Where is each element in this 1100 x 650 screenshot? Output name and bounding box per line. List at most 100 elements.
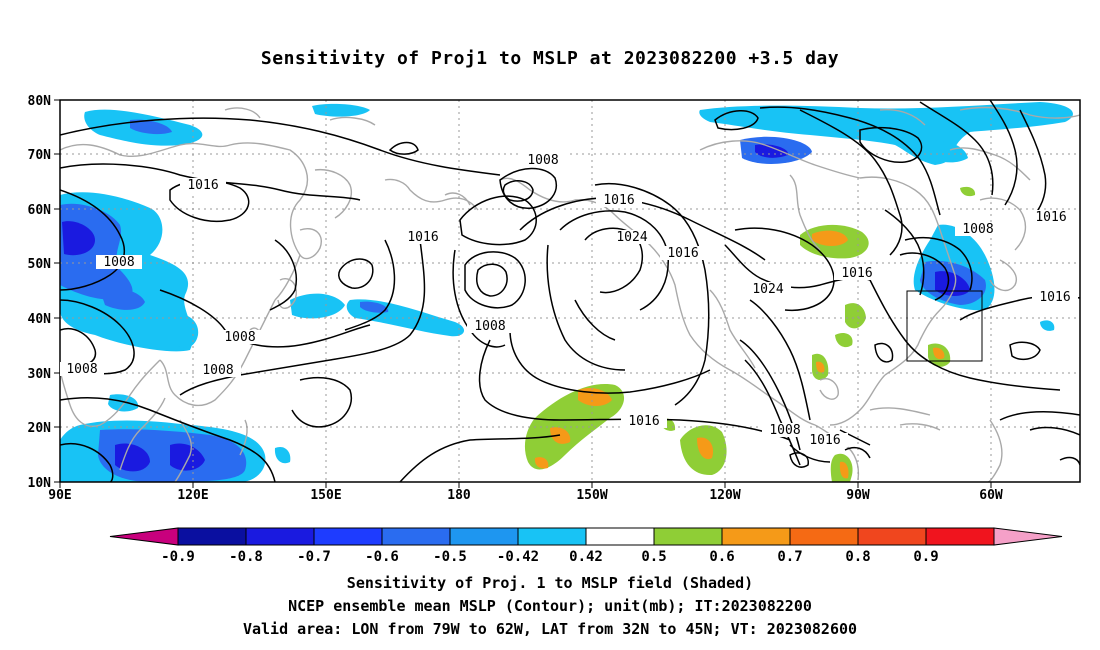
valid-area-box bbox=[906, 290, 983, 362]
colorbar-label: 0.5 bbox=[641, 549, 666, 565]
shade-south-china bbox=[108, 394, 139, 412]
lon-tick-label: 90E bbox=[48, 488, 71, 503]
lat-tick-label: 40N bbox=[28, 312, 52, 327]
shade-carolina-orange bbox=[933, 347, 945, 360]
shade-greenland bbox=[925, 140, 968, 163]
colorbar-swatch bbox=[177, 527, 247, 546]
lon-tick-label: 60W bbox=[979, 488, 1003, 503]
colorbar-label: -0.6 bbox=[365, 549, 399, 565]
shade-japan-sea bbox=[290, 293, 345, 319]
lat-tick-label: 30N bbox=[28, 367, 52, 382]
colorbar-swatch bbox=[789, 527, 859, 546]
colorbar-label: 0.7 bbox=[777, 549, 802, 565]
shade-hawaii-orange3 bbox=[534, 457, 549, 469]
map-title: Sensitivity of Proj1 to MSLP at 20230822… bbox=[260, 48, 840, 69]
colorbar-label: -0.8 bbox=[229, 549, 263, 565]
shade-nw-pacific-core bbox=[360, 301, 389, 313]
lon-tick-label: 120E bbox=[177, 488, 208, 503]
colorbar-swatch bbox=[585, 527, 655, 546]
shade-labrador-small bbox=[960, 186, 976, 197]
contour-label: 1008 bbox=[103, 255, 134, 270]
contour-label: 1016 bbox=[667, 246, 698, 261]
shade-great-lakes2 bbox=[835, 333, 853, 348]
colorbar-swatch bbox=[245, 527, 315, 546]
shade-east-pacific-orange bbox=[697, 437, 714, 460]
lon-tick-labels: 90E 120E 150E 180 150W 120W 90W 60W bbox=[48, 488, 1003, 503]
map-plot-area bbox=[60, 100, 1080, 482]
contour-labels: 1008 1016 1016 1008 1016 1024 1016 1008 … bbox=[66, 153, 1071, 448]
colorbar-swatch bbox=[653, 527, 723, 546]
shade-caribbean-orange bbox=[839, 461, 849, 479]
lon-tick-label: 180 bbox=[447, 488, 471, 503]
shade-philippines bbox=[274, 446, 291, 464]
colorbar-label: -0.42 bbox=[497, 549, 539, 565]
contour-label: 1016 bbox=[1039, 290, 1070, 305]
sensitivity-shading bbox=[60, 102, 1073, 482]
shade-bay-of-bengal bbox=[170, 313, 199, 348]
lat-tick-label: 70N bbox=[28, 148, 52, 163]
shade-canada-orange bbox=[812, 230, 848, 246]
lat-tick-label: 60N bbox=[28, 203, 52, 218]
colorbar-swatch bbox=[449, 527, 519, 546]
lat-tick-labels: 80N 70N 60N 50N 40N 30N 20N 10N bbox=[28, 94, 52, 491]
lat-tick-label: 50N bbox=[28, 257, 52, 272]
lat-tick-label: 80N bbox=[28, 94, 52, 109]
contour-label: 1016 bbox=[187, 178, 218, 193]
shade-arctic-west2 bbox=[130, 119, 172, 135]
footer-line-3: Valid area: LON from 79W to 62W, LAT fro… bbox=[242, 620, 858, 638]
contour-label: 1016 bbox=[841, 266, 872, 281]
colorbar-low-extend bbox=[109, 527, 179, 546]
shade-great-lakes1 bbox=[845, 303, 866, 329]
colorbar-label: -0.9 bbox=[161, 549, 195, 565]
contour-label: 1024 bbox=[752, 282, 783, 297]
colorbar-swatch bbox=[857, 527, 927, 546]
shade-nearctic bbox=[699, 102, 1073, 165]
colorbar-swatch bbox=[925, 527, 995, 546]
shade-south-asia-core bbox=[115, 443, 150, 472]
contour-label: 1016 bbox=[628, 414, 659, 429]
colorbar-label: 0.9 bbox=[913, 549, 938, 565]
contour-label: 1016 bbox=[603, 193, 634, 208]
coastlines bbox=[60, 106, 1080, 482]
map-frame bbox=[59, 99, 1081, 483]
shade-newfoundland-core bbox=[935, 271, 970, 296]
contour-label: 1016 bbox=[809, 433, 840, 448]
contour-label: 1008 bbox=[962, 222, 993, 237]
lon-tick-label: 150W bbox=[576, 488, 607, 503]
contour-label: 1008 bbox=[224, 330, 255, 345]
contour-label: 1008 bbox=[202, 363, 233, 378]
colorbar-label: -0.7 bbox=[297, 549, 331, 565]
shade-hawaii-orange2 bbox=[550, 427, 571, 444]
lon-tick-label: 150E bbox=[310, 488, 341, 503]
contour-label: 1008 bbox=[527, 153, 558, 168]
colorbar-swatch bbox=[721, 527, 791, 546]
contour-label: 1016 bbox=[407, 230, 438, 245]
contour-label: 1024 bbox=[616, 230, 647, 245]
colorbar-label: 0.8 bbox=[845, 549, 870, 565]
lat-tick-label: 10N bbox=[28, 476, 52, 491]
shade-kara bbox=[312, 103, 370, 117]
colorbar-swatch bbox=[313, 527, 383, 546]
contour-label: 1008 bbox=[769, 423, 800, 438]
shade-west-siberia-core bbox=[62, 221, 95, 256]
lat-tick-label: 20N bbox=[28, 421, 52, 436]
colorbar-label: 0.6 bbox=[709, 549, 734, 565]
mslp-contours bbox=[60, 100, 1080, 482]
colorbar-label: 0.42 bbox=[569, 549, 603, 565]
shade-gulf-orange bbox=[816, 361, 825, 373]
contour-label: 1008 bbox=[66, 362, 97, 377]
colorbar-swatch bbox=[381, 527, 451, 546]
lon-tick-label: 120W bbox=[709, 488, 740, 503]
colorbar-label: -0.5 bbox=[433, 549, 467, 565]
colorbar: -0.9 -0.8 -0.7 -0.6 -0.5 -0.42 0.42 0.5 0.6 0.7 0.… bbox=[109, 527, 1063, 565]
tick-marks bbox=[54, 99, 992, 488]
footer-line-2: NCEP ensemble mean MSLP (Contour); unit(… bbox=[288, 597, 812, 615]
contour-label: 1016 bbox=[1035, 210, 1066, 225]
footer-line-1: Sensitivity of Proj. 1 to MSLP field (Sh… bbox=[346, 574, 754, 592]
contour-label: 1008 bbox=[474, 319, 505, 334]
shade-small-atl bbox=[1040, 320, 1055, 331]
lon-tick-label: 90W bbox=[846, 488, 870, 503]
colorbar-high-extend bbox=[993, 527, 1063, 546]
colorbar-swatch bbox=[517, 527, 587, 546]
